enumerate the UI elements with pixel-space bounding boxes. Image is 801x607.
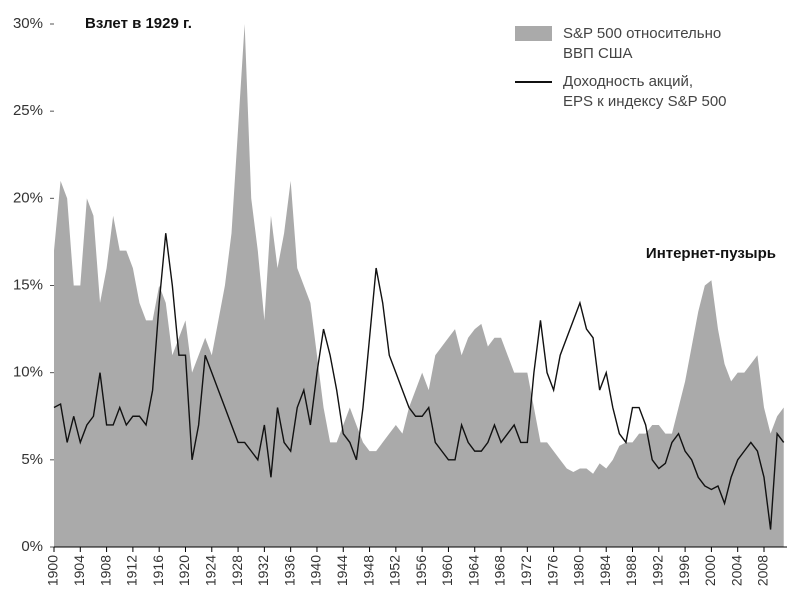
x-tick-label: 1904 [71,555,87,586]
legend-swatch [515,26,552,41]
x-tick-label: 1948 [360,555,376,586]
x-tick-label: 1932 [255,555,271,586]
x-tick-label: 1976 [544,555,560,586]
annotation: Интернет-пузырь [646,245,776,262]
x-tick-label: 1988 [623,555,639,586]
x-tick-label: 1952 [387,555,403,586]
x-tick-label: 1920 [176,555,192,586]
area [54,24,784,547]
x-tick-label: 1996 [676,555,692,586]
x-tick-label: 2008 [755,555,771,586]
x-tick-label: 1984 [597,555,613,586]
y-tick-label: 15% [13,276,43,293]
x-tick-label: 2004 [728,555,744,586]
x-tick-label: 1924 [202,555,218,586]
x-tick-label: 1980 [571,555,587,586]
y-tick-label: 30% [13,15,43,32]
x-tick-label: 2000 [702,555,718,586]
y-tick-label: 0% [21,538,43,555]
x-tick-label: 1944 [334,555,350,586]
x-tick-label: 1972 [518,555,534,586]
x-tick-label: 1916 [150,555,166,586]
y-tick-label: 20% [13,189,43,206]
x-tick-label: 1912 [124,555,140,586]
y-tick-label: 5% [21,451,43,468]
x-tick-label: 1940 [308,555,324,586]
y-tick-label: 10% [13,364,43,381]
x-tick-label: 1992 [650,555,666,586]
line [53,233,785,530]
x-tick-label: 1936 [281,555,297,586]
legend-label: S&P 500 относительно ВВП США [563,25,722,62]
x-tick-label: 1928 [229,555,245,586]
y-tick-label: 25% [13,102,43,119]
annotation: Взлет в 1929 г. [85,15,192,32]
x-tick-label: 1900 [45,555,61,586]
x-tick-label: 1968 [492,555,508,586]
legend-label: Доходность акций, EPS к индексу S&P 500 [563,73,727,110]
x-tick-label: 1956 [413,555,429,586]
x-tick-label: 1964 [465,555,481,586]
x-tick-label: 1908 [97,555,113,586]
x-tick-label: 1960 [439,555,455,586]
